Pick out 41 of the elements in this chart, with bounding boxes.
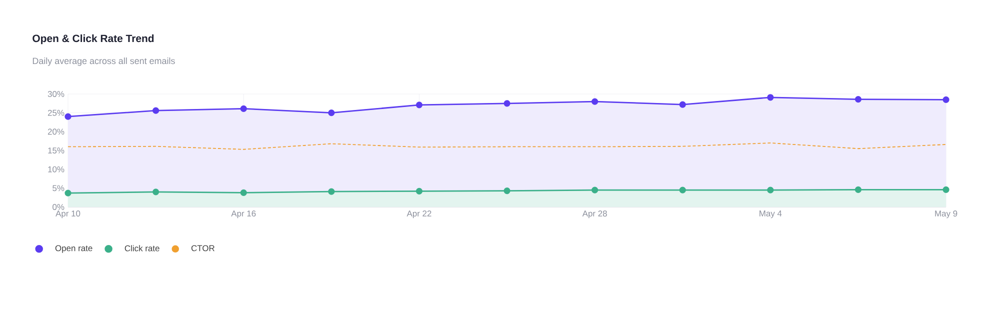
point — [942, 186, 950, 193]
point — [240, 189, 247, 196]
point — [592, 98, 598, 105]
y-tick-label: 20% — [48, 128, 64, 135]
x-tick-label: Apr 10 — [56, 210, 80, 218]
x-tick-label: May 9 — [935, 210, 958, 218]
legend-label: Open rate — [55, 245, 92, 253]
y-tick-label: 30% — [48, 91, 64, 97]
point — [64, 190, 72, 196]
point — [64, 113, 72, 120]
chart-subtitle: Daily average across all sent emails — [32, 58, 175, 66]
x-tick-label: Apr 28 — [582, 210, 607, 218]
point — [854, 186, 862, 193]
point — [328, 110, 335, 116]
point — [942, 96, 950, 103]
point — [679, 101, 686, 108]
y-tick-label: 25% — [48, 110, 64, 116]
point — [504, 188, 510, 194]
x-tick-label: Apr 16 — [231, 210, 256, 218]
y-tick-label: 5% — [52, 185, 64, 192]
legend-label: CTOR — [191, 245, 214, 252]
point — [504, 100, 510, 107]
y-tick-label: 10% — [48, 166, 64, 172]
point — [416, 188, 423, 194]
point — [767, 94, 774, 101]
point — [679, 186, 686, 194]
point — [152, 107, 160, 114]
point — [592, 186, 598, 194]
point — [416, 102, 423, 108]
y-tick-label: 0% — [52, 204, 64, 210]
line-series — [68, 142, 946, 150]
point — [152, 188, 160, 196]
point — [328, 188, 335, 195]
point — [767, 186, 774, 194]
x-tick-label: Apr 22 — [406, 210, 432, 218]
x-tick-label: May 4 — [760, 210, 782, 218]
point — [240, 105, 247, 112]
chart-title: Open & Click Rate Trend — [32, 34, 154, 44]
legend-label: Click rate — [124, 245, 160, 252]
y-tick-label: 15% — [48, 148, 64, 154]
point — [854, 96, 862, 103]
